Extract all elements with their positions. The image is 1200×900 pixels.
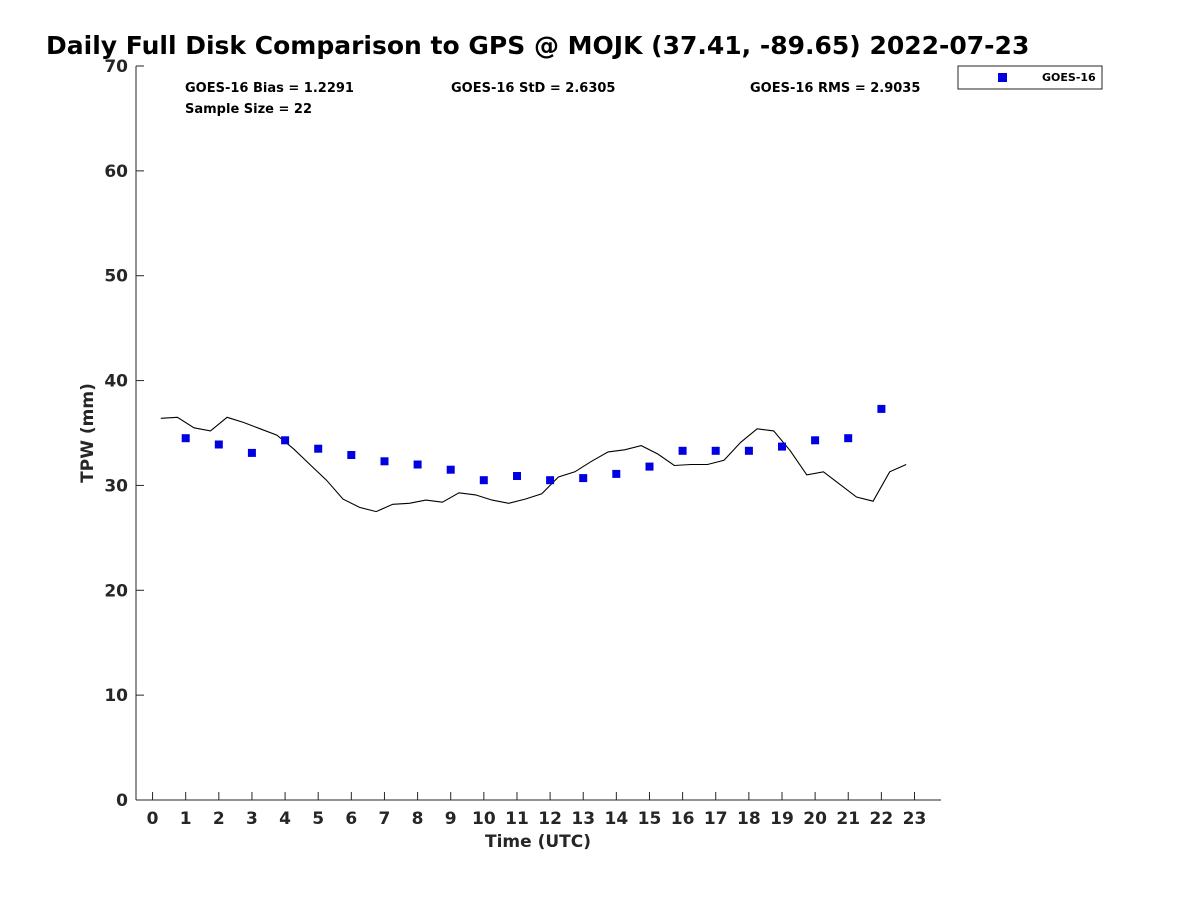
goes16-point <box>247 448 256 457</box>
goes16-point <box>811 436 820 445</box>
x-tick-label: 12 <box>538 809 562 829</box>
y-tick-label: 70 <box>104 57 128 77</box>
x-tick-label: 0 <box>147 809 159 829</box>
goes16-point <box>347 451 356 459</box>
x-tick-label: 6 <box>345 809 357 829</box>
goes16-point <box>281 436 290 445</box>
y-axis-label: TPW (mm) <box>78 383 98 483</box>
x-tick-label: 10 <box>472 809 496 829</box>
y-tick-label: 10 <box>104 686 128 706</box>
legend: GOES-16 <box>957 65 1103 90</box>
x-tick-label: 14 <box>605 809 629 829</box>
goes16-point <box>314 444 323 453</box>
stat-std: GOES-16 StD = 2.6305 <box>451 81 615 96</box>
x-tick-label: 2 <box>213 809 225 829</box>
x-tick-label: 11 <box>505 809 529 829</box>
goes16-point <box>645 462 654 471</box>
y-tick-label: 30 <box>104 476 128 496</box>
y-tick-label: 50 <box>104 267 128 287</box>
x-tick-label: 9 <box>445 809 457 829</box>
stat-rms: GOES-16 RMS = 2.9035 <box>750 81 920 96</box>
goes16-point <box>181 434 190 443</box>
goes16-point <box>711 446 720 455</box>
goes16-point <box>513 472 521 480</box>
x-tick-label: 13 <box>571 809 595 829</box>
x-tick-label: 23 <box>903 809 927 829</box>
goes16-series <box>181 404 886 485</box>
y-tick-label: 40 <box>104 372 128 392</box>
x-tick-label: 20 <box>803 809 827 829</box>
goes16-point <box>479 476 488 485</box>
y-tick-label: 0 <box>116 791 128 811</box>
goes16-point <box>380 457 389 466</box>
goes16-point <box>844 434 853 443</box>
x-tick-label: 19 <box>770 809 794 829</box>
x-tick-label: 8 <box>412 809 424 829</box>
x-tick-label: 3 <box>246 809 258 829</box>
stat-sample-size: Sample Size = 22 <box>185 102 312 117</box>
stats-annotations: GOES-16 Bias = 1.2291 GOES-16 StD = 2.63… <box>185 81 920 117</box>
x-tick-label: 17 <box>704 809 728 829</box>
plot-area <box>135 66 941 801</box>
y-axis: 0 10 20 30 40 50 60 70 <box>104 57 144 811</box>
gps-series-line <box>160 416 907 513</box>
x-axis-label: Time (UTC) <box>485 832 591 852</box>
y-tick-label: 60 <box>104 162 128 182</box>
x-tick-label: 7 <box>379 809 391 829</box>
x-tick-label: 1 <box>180 809 192 829</box>
goes16-point <box>877 404 886 413</box>
x-tick-label: 21 <box>836 809 860 829</box>
goes16-point <box>612 469 621 478</box>
legend-marker-goes16 <box>998 73 1007 82</box>
x-tick-label: 5 <box>312 809 324 829</box>
x-tick-label: 16 <box>671 809 695 829</box>
x-tick-label: 22 <box>870 809 894 829</box>
goes16-point <box>744 446 753 455</box>
legend-box <box>957 65 1103 90</box>
goes16-point <box>413 460 422 469</box>
x-tick-label: 18 <box>737 809 761 829</box>
x-tick-label: 4 <box>279 809 291 829</box>
stat-bias: GOES-16 Bias = 1.2291 <box>185 81 354 96</box>
goes16-point <box>778 442 786 451</box>
goes16-point <box>214 440 223 449</box>
chart-title: Daily Full Disk Comparison to GPS @ MOJK… <box>46 31 1029 60</box>
goes16-point <box>579 474 588 483</box>
y-tick-label: 20 <box>104 581 128 601</box>
x-tick-label: 15 <box>638 809 662 829</box>
goes16-point <box>678 446 687 455</box>
x-axis: 0 1 2 3 4 5 6 7 8 9 10 11 12 13 14 15 16 17 18 19 20 21 22 23 <box>147 792 927 829</box>
goes16-point <box>546 476 555 485</box>
goes16-point <box>446 465 455 474</box>
legend-label-goes16: GOES-16 <box>1042 71 1096 84</box>
